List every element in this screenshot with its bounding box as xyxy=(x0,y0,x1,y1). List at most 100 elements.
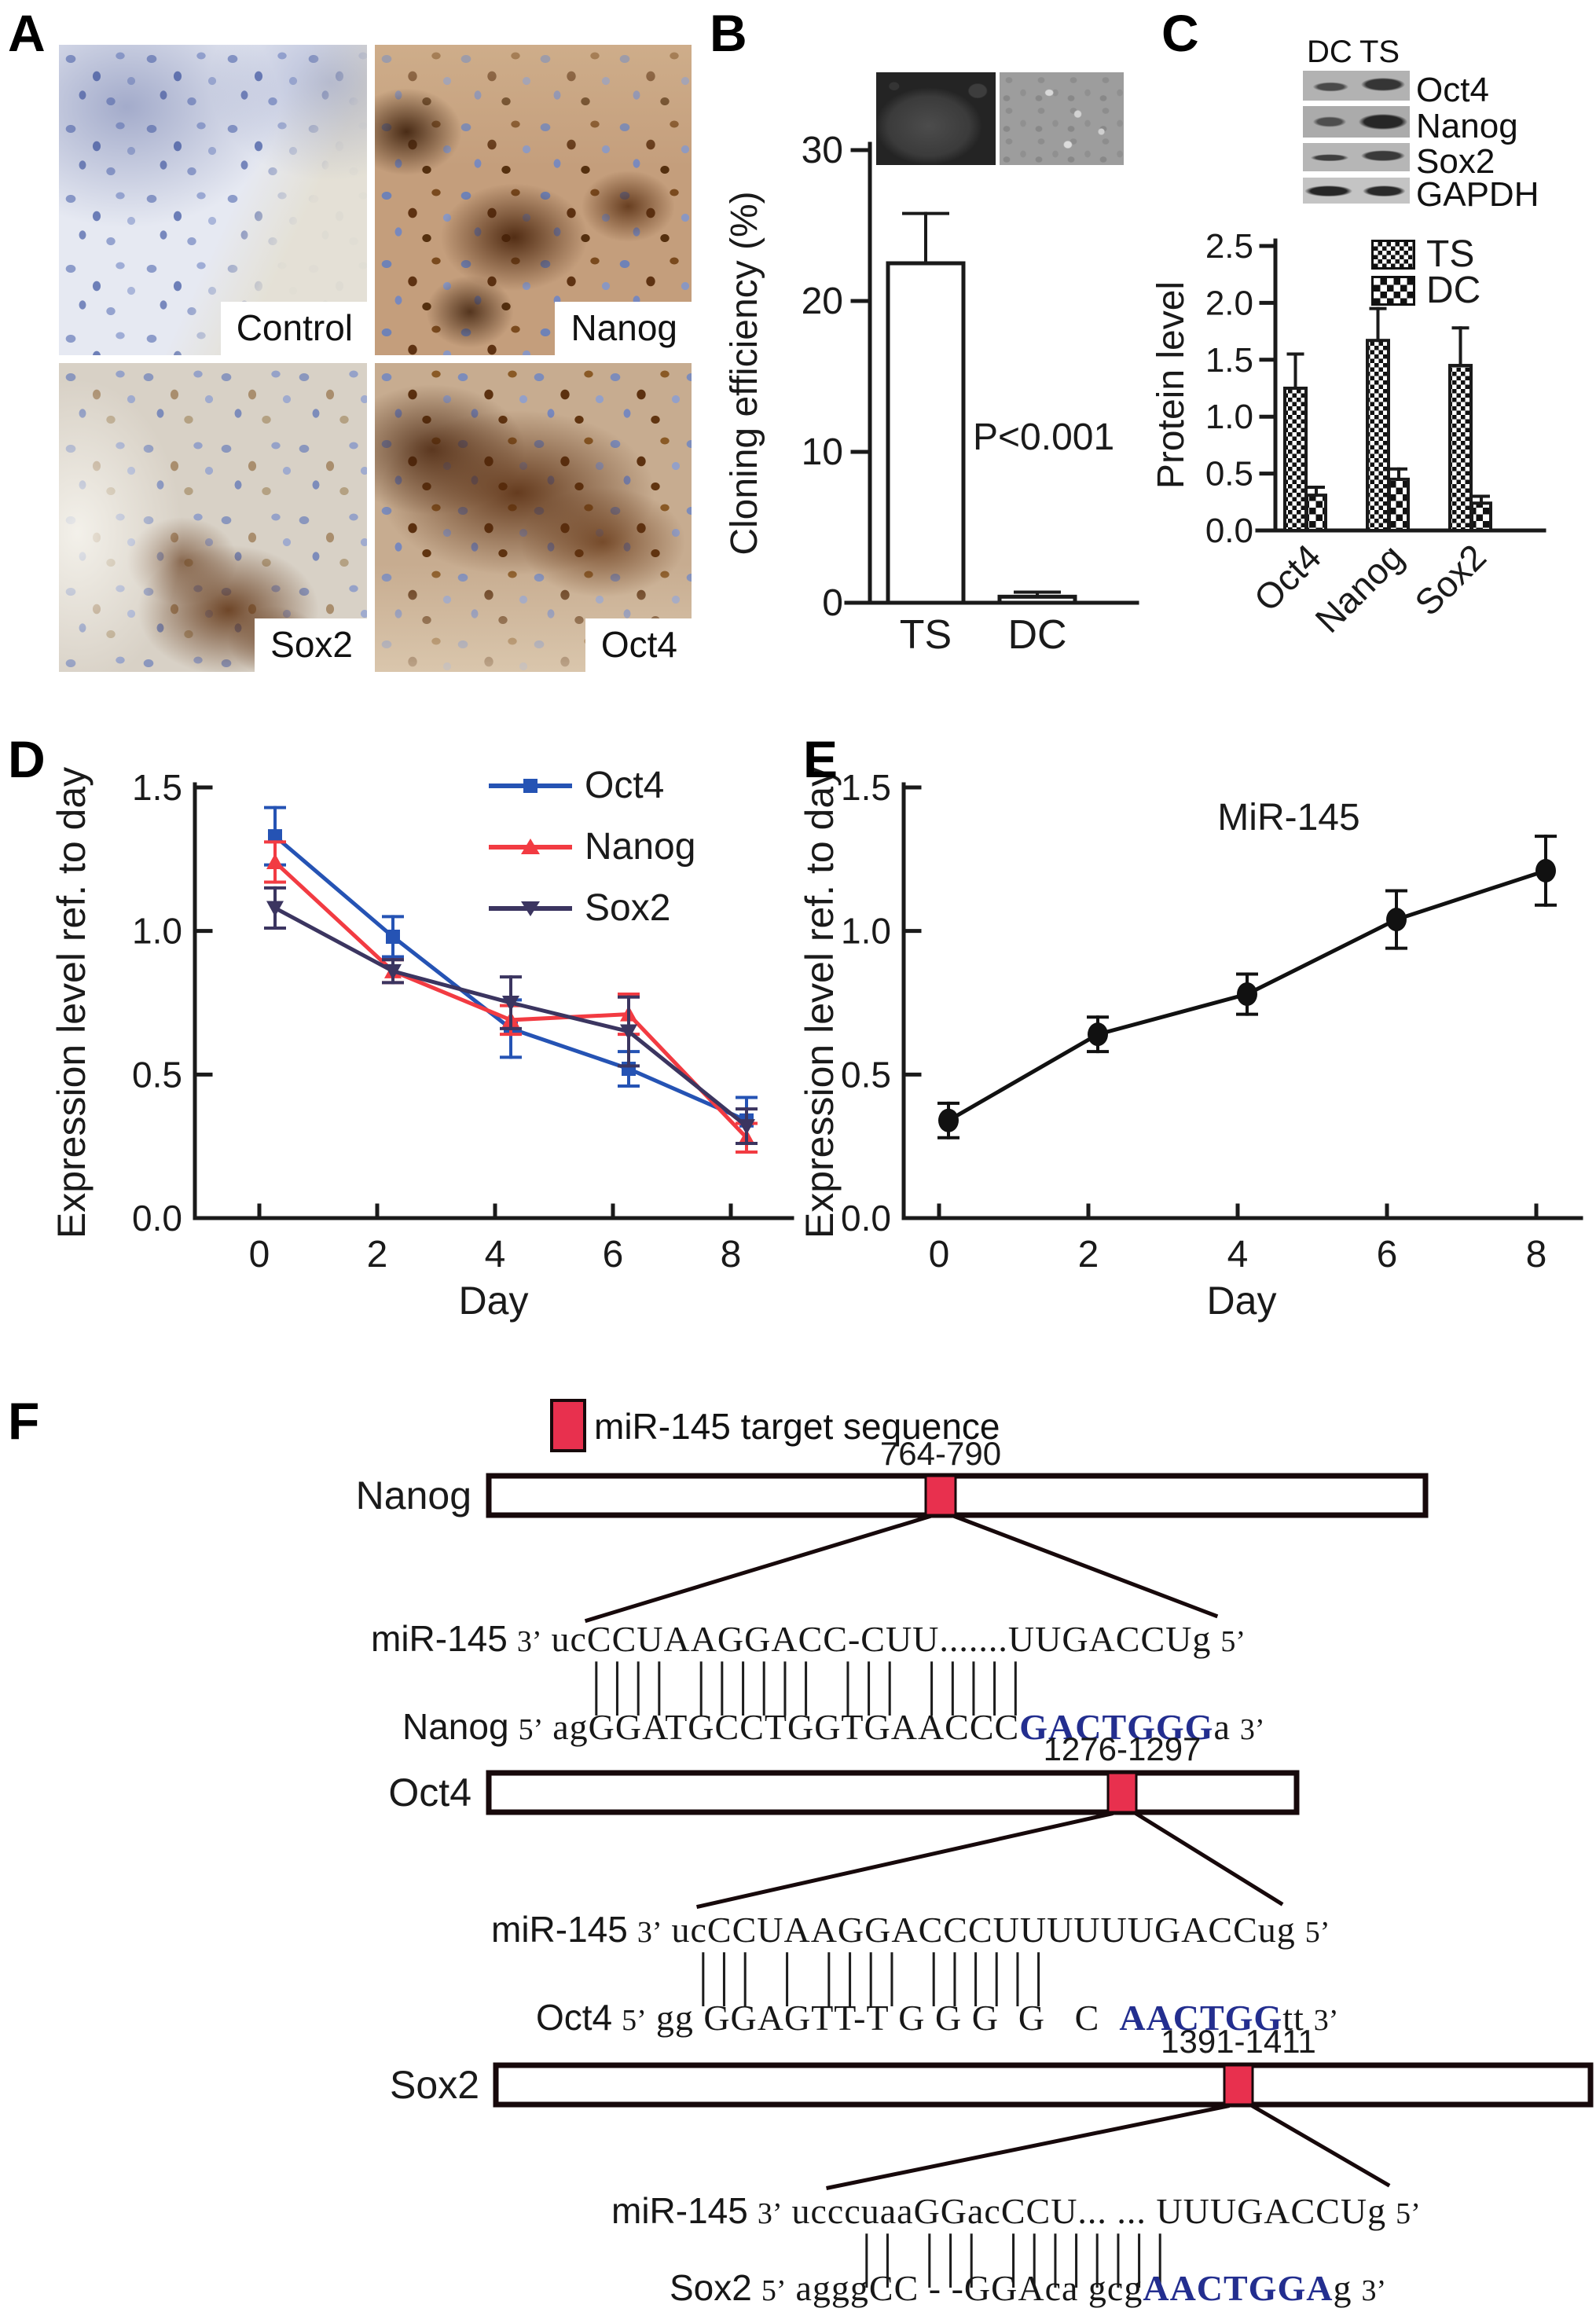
oct4-label: Oct4 xyxy=(536,1997,613,2038)
sox2-label: Sox2 xyxy=(670,2267,752,2308)
oct4-gene-diagram: 1276-1297 Oct4 xyxy=(388,1730,1300,1909)
svg-text:Day: Day xyxy=(1207,1279,1277,1323)
svg-text:10: 10 xyxy=(802,431,843,473)
svg-text:0.5: 0.5 xyxy=(1205,455,1253,494)
svg-text:4: 4 xyxy=(485,1234,506,1275)
svg-text:Nanog: Nanog xyxy=(1307,536,1411,640)
five-prime-end: 5’ xyxy=(518,1713,544,1746)
svg-text:Sox2: Sox2 xyxy=(1407,536,1494,623)
svg-text:8: 8 xyxy=(1526,1234,1547,1275)
nanog-gene-label: Nanog xyxy=(356,1473,471,1517)
panel-f-letter: F xyxy=(8,1392,40,1450)
panel-e-letter: E xyxy=(803,730,838,788)
svg-text:DC: DC xyxy=(1007,612,1066,658)
panel-d-letter: D xyxy=(8,730,46,788)
sox2-target-box xyxy=(1223,2064,1254,2106)
svg-text:1.5: 1.5 xyxy=(132,767,182,808)
svg-text:Protein level: Protein level xyxy=(1150,281,1192,489)
svg-text:TS: TS xyxy=(900,612,952,658)
oct4-gene-bar xyxy=(486,1770,1300,1815)
svg-text:1.0: 1.0 xyxy=(841,911,891,952)
mir145-sequence: ucCCUAAGGACCCUUUUUUGACCug xyxy=(671,1910,1296,1950)
zoom-line-left xyxy=(584,1514,932,1624)
oct4-seed-match: AACTGG xyxy=(1119,1998,1283,2038)
svg-text:1.0: 1.0 xyxy=(132,911,182,952)
zoom-line-left xyxy=(696,1811,1114,1909)
svg-text:1.0: 1.0 xyxy=(1205,398,1253,436)
panel-c-letter: C xyxy=(1161,4,1199,62)
sox2-mir145-sequence-row: miR-145 3’ ucccuaaGGacCCU... ... UUUGACC… xyxy=(611,2189,1430,2232)
oct4-line-sample xyxy=(489,778,572,793)
svg-text:0: 0 xyxy=(929,1234,950,1275)
nanog-line-sample xyxy=(489,838,572,854)
three-prime-end: 3’ xyxy=(637,1916,662,1949)
square-marker-icon xyxy=(523,778,538,793)
mir145-sequence: ucCCUAAGGACC-CUU.......UUGACCUg xyxy=(551,1619,1212,1659)
svg-text:8: 8 xyxy=(721,1234,742,1275)
sox2-utr-sequence: agggCC - -GGAca gcg xyxy=(795,2268,1143,2308)
ts-pattern-swatch xyxy=(1371,239,1415,270)
zoom-line-right xyxy=(1133,1811,1284,1906)
zoom-line-right xyxy=(952,1514,1219,1619)
nanog-label: Nanog xyxy=(402,1706,509,1747)
legend-label-nanog: Nanog xyxy=(585,826,696,868)
ihc-image-sox2: Sox2 xyxy=(59,363,367,672)
nanog-basepair-ticks: |||| |||||| ||| ||||| xyxy=(588,1655,1029,1716)
svg-text:1.5: 1.5 xyxy=(841,767,891,808)
nanog-target-box xyxy=(924,1474,957,1517)
blot-lane-dc: DC xyxy=(1307,35,1352,69)
svg-text:0: 0 xyxy=(249,1234,270,1275)
svg-text:Expression level ref. to day: Expression level ref. to day xyxy=(50,767,94,1239)
nanog-mir145-sequence-row: miR-145 3’ ucCCUAAGGACC-CUU.......UUGACC… xyxy=(371,1617,1255,1660)
legend-label-ts: TS xyxy=(1426,233,1475,275)
svg-text:Day: Day xyxy=(459,1279,529,1323)
legend-item-dc: DC xyxy=(1371,269,1480,312)
sox2-basepair-ticks: || ||| |||||||| xyxy=(858,2227,1173,2288)
svg-text:MiR-145: MiR-145 xyxy=(1217,797,1359,839)
nanog-utr-sequence: agGGATGCCTGGTGAACCC xyxy=(552,1707,1020,1747)
nanog-utr-tail: a xyxy=(1213,1707,1231,1747)
blot-row-label-nanog: Nanog xyxy=(1416,107,1518,145)
blot-strip-gapdh xyxy=(1303,178,1410,204)
svg-text:6: 6 xyxy=(603,1234,624,1275)
svg-text:0.0: 0.0 xyxy=(841,1198,891,1239)
three-prime-end: 3’ xyxy=(1239,1713,1265,1746)
oct4-target-box xyxy=(1106,1771,1138,1814)
adherent-cells-photo xyxy=(1000,72,1124,165)
svg-text:0.0: 0.0 xyxy=(1205,512,1253,550)
blot-lane-ts: TS xyxy=(1359,35,1400,69)
svg-text:P<0.001: P<0.001 xyxy=(973,417,1114,458)
target-sequence-legend: miR-145 target sequence xyxy=(594,1406,1000,1447)
tumorsphere-photo xyxy=(876,72,996,165)
nanog-target-sequence-row: Nanog 5’ agGGATGCCTGGTGAACCC GACTGGG a 3… xyxy=(402,1705,1275,1748)
blot-row-label-gapdh: GAPDH xyxy=(1416,175,1539,214)
sox2-target-sequence-row: Sox2 5’ agggCC - -GGAca gcg AACTGGA g 3’ xyxy=(670,2266,1396,2309)
three-prime-end: 3’ xyxy=(1361,2274,1387,2307)
oct4-basepair-ticks: ||| | |||| |||||| xyxy=(695,1946,1051,2007)
legend-item-nanog: Nanog xyxy=(487,825,695,868)
oct4-gene-label: Oct4 xyxy=(388,1771,471,1815)
nanog-gene-bar xyxy=(486,1473,1429,1518)
blot-row-label-sox2: Sox2 xyxy=(1416,142,1495,181)
sox2-gene-label: Sox2 xyxy=(390,2063,479,2107)
blot-row-label-oct4: Oct4 xyxy=(1416,71,1489,109)
nanog-gene-diagram: 764-790 Nanog xyxy=(356,1435,1429,1624)
zoom-line-right xyxy=(1249,2103,1391,2188)
legend-item-ts: TS xyxy=(1371,233,1474,276)
three-prime-end: 3’ xyxy=(1313,2004,1339,2037)
ihc-label-nanog: Nanog xyxy=(555,302,692,355)
svg-text:1.5: 1.5 xyxy=(1205,341,1253,380)
sox2-gene-bar xyxy=(493,2062,1594,2108)
ihc-image-control: Control xyxy=(59,45,367,355)
blot-strip-sox2 xyxy=(1303,143,1410,171)
svg-text:30: 30 xyxy=(802,130,843,171)
legend-item-oct4: Oct4 xyxy=(487,764,664,807)
mir145-sequence: ucccuaaGGacCCU... ... UUUGACCUg xyxy=(791,2191,1387,2231)
svg-text:Cloning efficiency (%): Cloning efficiency (%) xyxy=(724,191,765,555)
svg-text:2.0: 2.0 xyxy=(1205,284,1253,322)
legend-label-oct4: Oct4 xyxy=(585,765,665,806)
five-prime-end: 5’ xyxy=(622,2004,647,2037)
mir145-label: miR-145 xyxy=(611,2190,748,2231)
panel-b-letter: B xyxy=(710,4,747,62)
